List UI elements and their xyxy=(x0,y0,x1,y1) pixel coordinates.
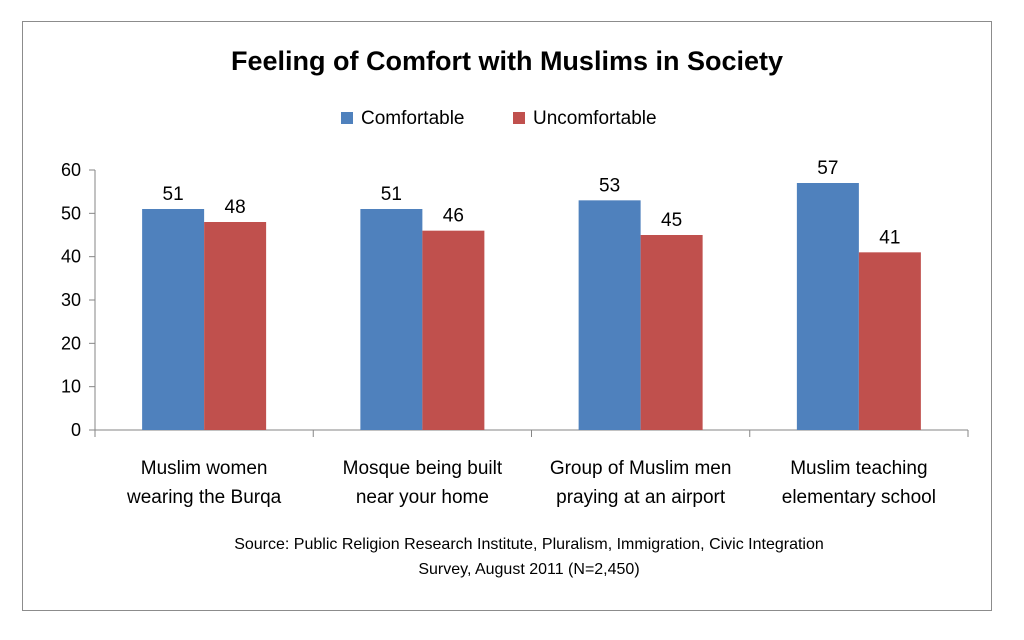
bar-comfortable xyxy=(360,209,423,430)
bar-value-label: 51 xyxy=(381,184,402,205)
bar-uncomfortable xyxy=(422,230,485,430)
bar-value-label: 51 xyxy=(163,184,184,205)
legend-label-comfortable: Comfortable xyxy=(361,108,465,129)
category-labels: Muslim women wearing the Burqa Mosque bein… xyxy=(126,458,936,508)
category-label: Muslim women xyxy=(141,458,268,479)
category-label: praying at an airport xyxy=(556,487,726,508)
y-tick-label: 0 xyxy=(71,420,81,440)
bar-value-label: 57 xyxy=(817,158,838,179)
y-tick-label: 40 xyxy=(61,247,81,267)
legend-swatch-uncomfortable xyxy=(513,112,525,124)
source-note: Source: Public Religion Research Institu… xyxy=(234,536,824,578)
bars xyxy=(142,183,921,430)
x-axis xyxy=(94,429,969,437)
source-line-2: Survey, August 2011 (N=2,450) xyxy=(418,561,639,578)
y-tick-label: 10 xyxy=(61,377,81,397)
y-tick-label: 60 xyxy=(61,160,81,180)
bar-value-label: 41 xyxy=(879,227,900,248)
chart-title: Feeling of Comfort with Muslims in Socie… xyxy=(231,46,783,76)
bar-uncomfortable xyxy=(204,222,267,430)
bar-comfortable xyxy=(796,183,859,430)
legend-label-uncomfortable: Uncomfortable xyxy=(533,108,657,129)
category-label: Group of Muslim men xyxy=(550,458,732,479)
category-label: elementary school xyxy=(782,487,936,508)
bar-uncomfortable xyxy=(858,252,921,430)
category-label: wearing the Burqa xyxy=(126,487,282,508)
legend: Comfortable Uncomfortable xyxy=(341,108,657,129)
y-axis: 0 10 20 30 40 50 60 xyxy=(61,160,96,440)
bar-value-label: 48 xyxy=(225,197,246,218)
source-line-1: Source: Public Religion Research Institu… xyxy=(234,536,824,553)
bar-value-labels: 51 48 51 46 53 45 57 41 xyxy=(163,158,901,248)
legend-swatch-comfortable xyxy=(341,112,353,124)
bar-uncomfortable xyxy=(640,235,703,430)
chart-frame: Feeling of Comfort with Muslims in Socie… xyxy=(22,21,992,611)
category-label: Muslim teaching xyxy=(790,458,927,479)
y-tick-label: 20 xyxy=(61,333,81,353)
bar-value-label: 45 xyxy=(661,210,682,231)
bar-chart: Feeling of Comfort with Muslims in Socie… xyxy=(61,46,969,578)
y-tick-label: 50 xyxy=(61,203,81,223)
y-tick-label: 30 xyxy=(61,290,81,310)
bar-comfortable xyxy=(142,209,205,430)
category-label: Mosque being built xyxy=(343,458,503,479)
bar-comfortable xyxy=(578,200,641,430)
bar-value-label: 46 xyxy=(443,206,464,227)
bar-value-label: 53 xyxy=(599,175,620,196)
category-label: near your home xyxy=(356,487,489,508)
